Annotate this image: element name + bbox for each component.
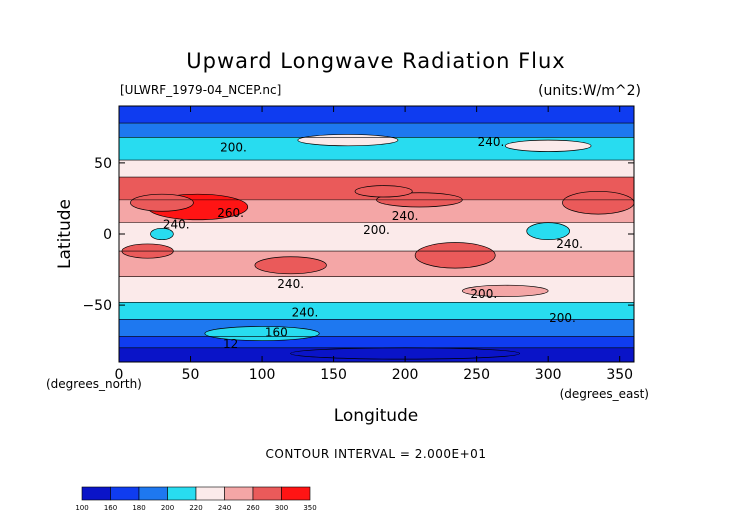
contour-label: 12 xyxy=(223,337,238,351)
colorbar-tick-label: 300 xyxy=(275,504,288,512)
contour-label: 160 xyxy=(265,325,288,339)
x-tick-label: 150 xyxy=(320,367,347,383)
contour-label: 240. xyxy=(292,305,319,319)
y-axis-label: Latitude xyxy=(55,199,75,269)
contour-feature-4 xyxy=(414,242,496,269)
zonal-band-7 xyxy=(119,251,634,277)
x-tick-label: 50 xyxy=(182,367,200,383)
contour-feature-12 xyxy=(461,284,549,297)
contour-feature-2 xyxy=(562,190,634,215)
contour-feature-9 xyxy=(354,185,413,198)
colorbar-tick-label: 100 xyxy=(75,504,88,512)
contour-label: 240. xyxy=(478,135,505,149)
colorbar-swatch xyxy=(81,486,111,501)
plot-area xyxy=(119,106,634,362)
y-tick-label: 0 xyxy=(103,227,112,243)
contour-label: 200. xyxy=(220,141,247,155)
contour-label: 260. xyxy=(217,206,244,220)
colorbar xyxy=(81,486,311,501)
contour-label: 200. xyxy=(470,287,497,301)
x-tick-label: 350 xyxy=(606,367,633,383)
contour-feature-5 xyxy=(254,256,327,275)
x-axis-ticks: 0 50 100 150 200 250 300 350 xyxy=(115,106,633,383)
y-axis-ticks: −50 0 50 xyxy=(82,156,634,314)
units-label: (units:W/m^2) xyxy=(538,83,641,99)
x-unit-note: (degrees_east) xyxy=(560,387,649,401)
colorbar-swatch xyxy=(138,486,168,501)
zonal-band-1 xyxy=(119,123,634,138)
colorbar-tick-label: 260 xyxy=(246,504,259,512)
colorbar-tick-label: 160 xyxy=(104,504,117,512)
contour-label: 240. xyxy=(392,209,419,223)
zonal-band-8 xyxy=(119,276,634,303)
contour-feature-8 xyxy=(150,227,174,241)
contour-label: 200. xyxy=(363,223,390,237)
dataset-label: [ULWRF_1979-04_NCEP.nc] xyxy=(120,83,281,97)
colorbar-swatch xyxy=(110,486,140,501)
contour-feature-11 xyxy=(504,139,592,152)
colorbar-tick-label: 200 xyxy=(161,504,174,512)
colorbar-swatch xyxy=(224,486,254,501)
chart-title: Upward Longwave Radiation Flux xyxy=(186,49,565,73)
zonal-band-9 xyxy=(119,302,634,320)
contour-label: 240. xyxy=(556,237,583,251)
zonal-band-2 xyxy=(119,137,634,161)
colorbar-swatch xyxy=(195,486,225,501)
contour-labels: 200. 240.260.240. 200.240.240.240.200.240.… xyxy=(163,135,583,351)
x-tick-label: 200 xyxy=(392,367,419,383)
colorbar-tick-label: 350 xyxy=(303,504,316,512)
contour-feature-1 xyxy=(130,193,194,212)
y-tick-label: −50 xyxy=(82,298,112,314)
contour-label: 200. xyxy=(549,311,576,325)
contour-label: 240. xyxy=(277,277,304,291)
zonal-band-3 xyxy=(119,160,634,178)
colorbar-swatch xyxy=(281,486,311,501)
colorbar-swatch xyxy=(252,486,282,501)
colorbar-tick-label: 180 xyxy=(132,504,145,512)
y-tick-label: 50 xyxy=(94,156,112,172)
x-axis-label: Longitude xyxy=(334,406,419,426)
zonal-band-11 xyxy=(119,336,634,348)
colorbar-swatch xyxy=(167,486,197,501)
colorbar-tick-label: 240 xyxy=(218,504,231,512)
colorbar-tick-label: 220 xyxy=(189,504,202,512)
x-tick-label: 250 xyxy=(463,367,490,383)
x-tick-label: 300 xyxy=(535,367,562,383)
x-tick-label: 0 xyxy=(115,367,124,383)
y-unit-note: (degrees_north) xyxy=(46,377,142,391)
zonal-band-0 xyxy=(119,106,634,124)
contour-label: 240. xyxy=(163,217,190,231)
contour-feature-13 xyxy=(204,326,320,342)
x-tick-label: 100 xyxy=(249,367,276,383)
colorbar-tick-labels: 100 160 180 200 220 240 260 300 350 xyxy=(75,504,316,512)
contour-interval-note: CONTOUR INTERVAL = 2.000E+01 xyxy=(266,447,487,461)
contour-feature-10 xyxy=(297,134,399,147)
